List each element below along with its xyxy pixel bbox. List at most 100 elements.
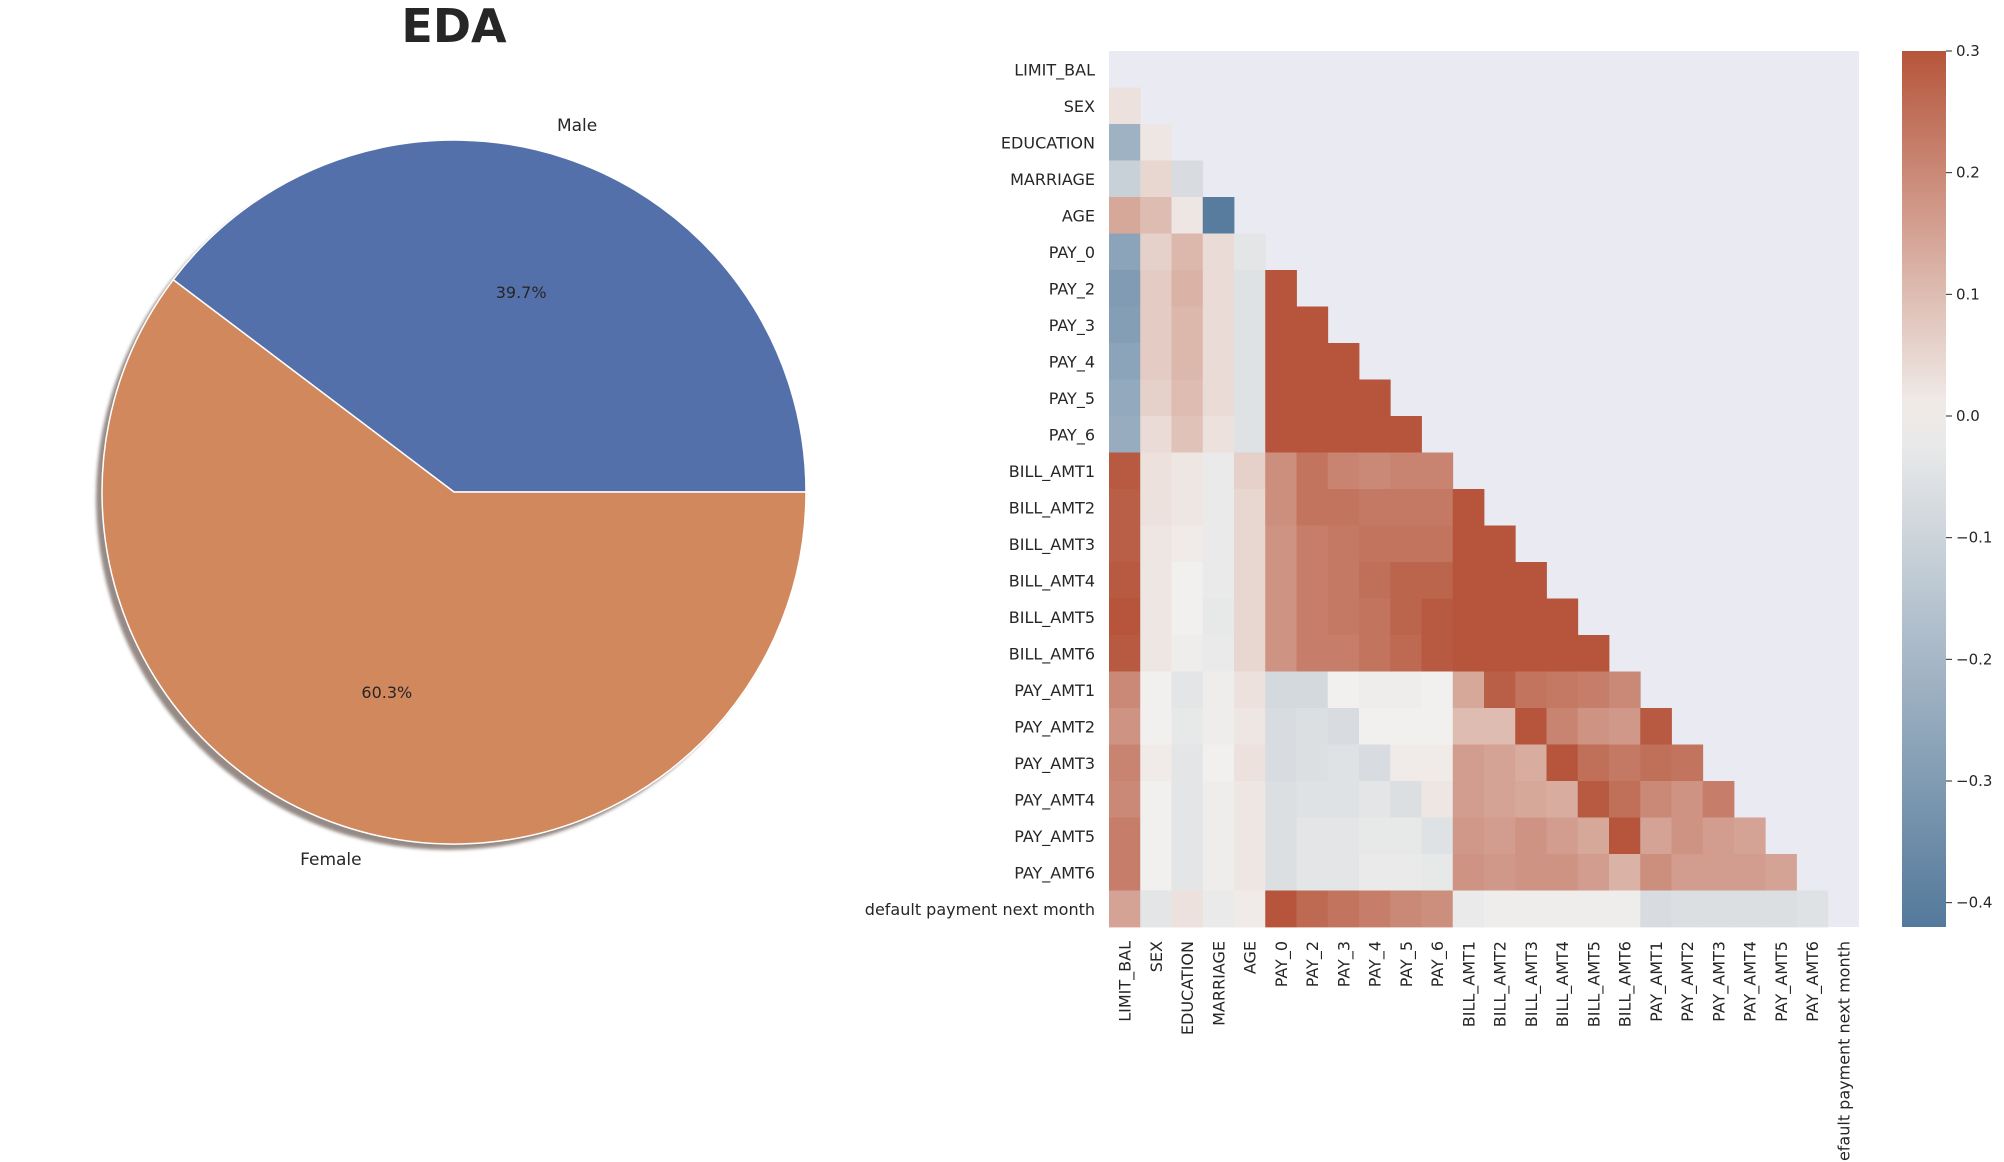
y-tick-label: EDUCATION (1001, 133, 1095, 152)
heatmap-cell-pay-amt6-bill-amt1 (1452, 854, 1485, 891)
y-tick-label: PAY_AMT6 (1014, 863, 1095, 883)
heatmap-cell-pay-amt2-limit-bal (1109, 708, 1141, 745)
figure-title: EDA (401, 0, 507, 53)
heatmap-cell-pay-3-pay-0 (1265, 306, 1297, 344)
heatmap-cell-bill-amt3-pay-4 (1359, 525, 1391, 563)
x-tick-label: BILL_AMT2 (1491, 941, 1511, 1027)
heatmap-cell-pay-amt5-limit-bal (1109, 817, 1141, 855)
heatmap-cell-pay-amt4-bill-amt1 (1452, 781, 1485, 818)
heatmap-cell-bill-amt6-bill-amt2 (1484, 635, 1516, 672)
heatmap-cell-default-payment-next-month-pay-amt6 (1796, 890, 1829, 928)
colorbar-tick-label: −0.1 (1956, 529, 1992, 547)
heatmap-cell-pay-amt2-bill-amt1 (1452, 708, 1485, 745)
heatmap-cell-pay-6-pay-0 (1265, 416, 1297, 453)
heatmap-cell-default-payment-next-month-pay-amt2 (1671, 890, 1704, 928)
heatmap-cell-pay-amt5-bill-amt1 (1452, 817, 1485, 855)
heatmap-cell-bill-amt3-pay-0 (1265, 525, 1297, 563)
heatmap-cell-bill-amt4-pay-4 (1359, 562, 1391, 599)
heatmap-cell-pay-amt1-marriage (1202, 671, 1235, 709)
heatmap-cell-bill-amt3-limit-bal (1109, 525, 1141, 563)
heatmap-cell-pay-amt2-marriage (1202, 708, 1235, 745)
heatmap-cell-education-sex (1140, 124, 1172, 161)
heatmap-cell-bill-amt6-pay-3 (1327, 635, 1360, 672)
heatmap-cell-pay-amt6-pay-0 (1265, 854, 1297, 891)
heatmap-cell-pay-5-limit-bal (1109, 379, 1141, 417)
heatmap-cell-bill-amt6-pay-0 (1265, 635, 1297, 672)
heatmap-cell-pay-3-pay-2 (1296, 306, 1329, 344)
y-tick-label: PAY_AMT1 (1014, 681, 1095, 701)
heatmap-cell-default-payment-next-month-education (1171, 890, 1204, 928)
heatmap-cell-pay-amt5-pay-amt1 (1640, 817, 1672, 855)
heatmap-cell-bill-amt4-age (1234, 562, 1266, 599)
heatmap-cell-pay-5-age (1234, 379, 1266, 417)
heatmap-cell-pay-6-education (1171, 416, 1204, 453)
heatmap-cell-pay-3-education (1171, 306, 1204, 344)
y-tick-label: PAY_AMT4 (1014, 790, 1095, 810)
heatmap-cell-pay-amt6-pay-3 (1327, 854, 1360, 891)
heatmap-cell-pay-amt4-limit-bal (1109, 781, 1141, 818)
colorbar-tick-label: −0.2 (1956, 650, 1992, 668)
heatmap-cell-pay-amt5-bill-amt4 (1546, 817, 1579, 855)
heatmap-cell-default-payment-next-month-bill-amt3 (1515, 890, 1547, 928)
x-tick-label: PAY_4 (1366, 941, 1386, 987)
colorbar-tick-label: 0.0 (1956, 407, 1980, 425)
pie-label-male: Male (557, 116, 597, 136)
heatmap-cell-default-payment-next-month-bill-amt2 (1484, 890, 1516, 928)
x-tick-label: AGE (1241, 941, 1260, 974)
heatmap-cell-pay-amt6-pay-amt5 (1765, 854, 1797, 891)
heatmap-cell-default-payment-next-month-pay-6 (1421, 890, 1454, 928)
x-tick-label: PAY_AMT1 (1647, 941, 1667, 1022)
heatmap-cell-bill-amt1-age (1234, 452, 1266, 490)
heatmap-cell-pay-amt2-pay-3 (1327, 708, 1360, 745)
heatmap-cell-bill-amt2-marriage (1202, 489, 1235, 526)
x-tick-label: PAY_AMT6 (1803, 941, 1823, 1022)
heatmap-cell-pay-amt3-pay-0 (1265, 744, 1297, 782)
heatmap-cell-pay-amt1-bill-amt5 (1577, 671, 1610, 709)
x-tick-label: LIMIT_BAL (1116, 941, 1136, 1022)
x-tick-label: PAY_5 (1397, 941, 1417, 987)
heatmap-cell-bill-amt2-pay-5 (1390, 489, 1422, 526)
heatmap-cell-bill-amt4-limit-bal (1109, 562, 1141, 599)
y-tick-label: BILL_AMT2 (1009, 498, 1095, 518)
heatmap-cell-pay-amt4-bill-amt4 (1546, 781, 1579, 818)
heatmap-cell-bill-amt3-marriage (1202, 525, 1235, 563)
heatmap-cell-pay-amt1-pay-2 (1296, 671, 1329, 709)
y-tick-label: default payment next month (865, 900, 1095, 919)
heatmap-cell-default-payment-next-month-age (1234, 890, 1266, 928)
pie-slice-female (101, 278, 807, 845)
heatmap-cell-pay-amt5-pay-6 (1421, 817, 1454, 855)
heatmap-cell-bill-amt3-pay-5 (1390, 525, 1422, 563)
heatmap-cell-default-payment-next-month-pay-amt5 (1765, 890, 1797, 928)
heatmap-cell-bill-amt2-pay-3 (1327, 489, 1360, 526)
heatmap-cell-bill-amt4-education (1171, 562, 1204, 599)
heatmap-cell-bill-amt3-pay-2 (1296, 525, 1329, 563)
heatmap-cell-pay-amt6-education (1171, 854, 1204, 891)
heatmap-cell-pay-amt4-pay-2 (1296, 781, 1329, 818)
heatmap-cell-bill-amt4-bill-amt1 (1452, 562, 1485, 599)
x-tick-label: EDUCATION (1178, 941, 1197, 1035)
heatmap-cell-pay-amt3-bill-amt6 (1609, 744, 1641, 782)
heatmap-cell-pay-amt3-pay-4 (1359, 744, 1391, 782)
heatmap-cell-pay-amt6-pay-6 (1421, 854, 1454, 891)
heatmap-cell-pay-amt6-pay-amt4 (1734, 854, 1766, 891)
heatmap-cell-pay-amt4-marriage (1202, 781, 1235, 818)
heatmap-cell-bill-amt4-sex (1140, 562, 1172, 599)
heatmap-cell-pay-amt6-sex (1140, 854, 1172, 891)
heatmap-cell-bill-amt5-pay-4 (1359, 598, 1391, 636)
x-tick-label: default payment next month (1834, 941, 1853, 1162)
heatmap-cell-pay-amt5-age (1234, 817, 1266, 855)
heatmap-cell-pay-amt5-marriage (1202, 817, 1235, 855)
heatmap-cell-bill-amt6-bill-amt3 (1515, 635, 1547, 672)
heatmap-cell-pay-amt4-pay-amt2 (1671, 781, 1704, 818)
heatmap-cell-pay-amt4-pay-5 (1390, 781, 1422, 818)
heatmap-cell-pay-amt3-bill-amt2 (1484, 744, 1516, 782)
heatmap-cell-pay-amt1-bill-amt2 (1484, 671, 1516, 709)
heatmap-cell-bill-amt1-pay-2 (1296, 452, 1329, 490)
y-tick-label: PAY_AMT5 (1014, 827, 1095, 847)
heatmap-cell-pay-amt2-sex (1140, 708, 1172, 745)
x-tick-label: BILL_AMT6 (1616, 941, 1636, 1027)
heatmap-cell-bill-amt1-education (1171, 452, 1204, 490)
y-tick-label: PAY_0 (1049, 243, 1095, 263)
heatmap-cell-pay-amt6-pay-4 (1359, 854, 1391, 891)
